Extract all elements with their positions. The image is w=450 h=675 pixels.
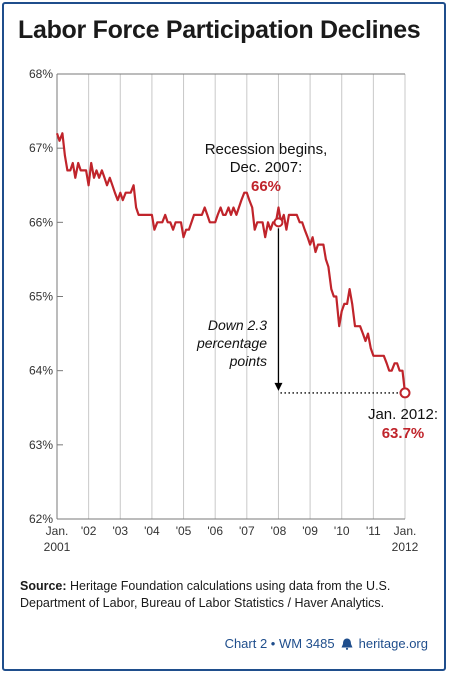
x-tick-label: Jan.	[394, 524, 417, 538]
annotations: Recession begins,Dec. 2007: 66% Jan. 2012:…	[196, 141, 438, 442]
decline-label-line2: percentage	[196, 335, 267, 351]
liberty-bell-icon	[341, 638, 353, 650]
x-tick-label: '09	[302, 524, 318, 538]
y-tick-label: 65%	[29, 290, 53, 304]
x-tick-label: '02	[81, 524, 97, 538]
x-tick-label: '08	[271, 524, 287, 538]
decline-label-line1: Down 2.3	[208, 317, 267, 333]
chart-frame	[2, 2, 446, 671]
chart-title: Labor Force Participation Declines	[18, 16, 421, 44]
participation-line	[55, 132, 407, 394]
y-tick-label: 68%	[29, 67, 53, 81]
footer-chart-id: Chart 2 • WM 3485	[224, 636, 335, 651]
x-tick-label-year: 2001	[44, 540, 71, 554]
source-label: Source:	[20, 579, 67, 593]
jan-2012-marker	[399, 387, 411, 399]
decline-label-line3: points	[229, 353, 267, 369]
y-tick-label: 63%	[29, 438, 53, 452]
jan-2012-label: Jan. 2012:	[368, 406, 438, 423]
down-arrow-head	[274, 382, 283, 391]
recession-marker	[273, 217, 284, 228]
x-tick-label-year: 2012	[392, 540, 419, 554]
jan-2012-value: 63.7%	[382, 425, 425, 442]
x-tick-label: Jan.	[46, 524, 69, 538]
y-tick-label: 66%	[29, 215, 53, 229]
source-text: Heritage Foundation calculations using d…	[20, 579, 391, 610]
x-tick-label: '04	[144, 524, 160, 538]
recession-label-line1: Recession begins,	[205, 141, 328, 158]
source-note: Source: Heritage Foundation calculations…	[20, 578, 432, 612]
footer-site: heritage.org	[358, 636, 428, 651]
y-tick-label: 64%	[29, 364, 53, 378]
axes: 62% 63% 64% 65% 66% 67% 68% Jan. 2001 '02 '03 '04 '0…	[29, 67, 419, 554]
y-tick-label: 62%	[29, 512, 53, 526]
x-tick-label: '06	[207, 524, 223, 538]
x-tick-label: '07	[239, 524, 255, 538]
series-layer	[55, 132, 407, 394]
x-tick-label: '10	[334, 524, 350, 538]
x-tick-label: '03	[112, 524, 128, 538]
x-tick-label: '05	[176, 524, 192, 538]
line-chart: 62% 63% 64% 65% 66% 67% 68% Jan. 2001 '02 '03 '04 '0…	[29, 67, 438, 554]
x-tick-label: '11	[366, 524, 381, 538]
y-tick-label: 67%	[29, 141, 53, 155]
recession-label-line2: Dec. 2007:	[230, 159, 303, 176]
footer: Chart 2 • WM 3485 heritage.org	[225, 636, 428, 651]
recession-value: 66%	[251, 178, 281, 195]
